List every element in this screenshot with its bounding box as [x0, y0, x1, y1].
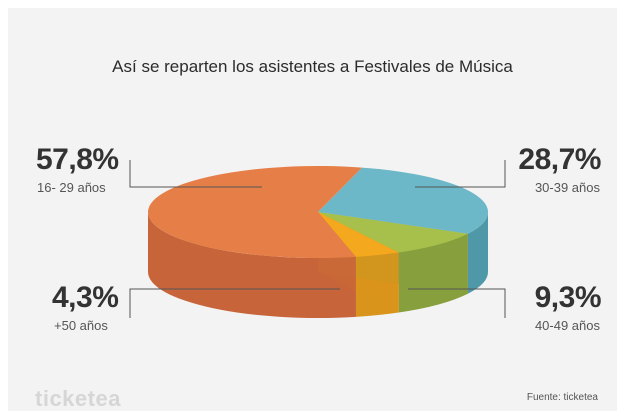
leader-30-39	[415, 160, 506, 188]
pie-slices	[147, 166, 489, 258]
ticketea-logo: ticketea	[35, 386, 121, 411]
pie-side-16-29-a-os	[148, 212, 356, 318]
source-note: Fuente: ticketea	[526, 392, 598, 403]
slice-label-50plus: +50 años	[54, 318, 108, 333]
slice-label-16-29: 16- 29 años	[37, 180, 106, 195]
slice-label-30-39: 30-39 años	[534, 180, 600, 195]
slice-value-50plus: 4,3%	[52, 281, 119, 314]
pie-side-30-39-a-os	[467, 212, 488, 294]
pie-slice-50-a-os	[318, 212, 399, 257]
slice-value-30-39: 28,7%	[518, 143, 601, 176]
leader-16-29	[129, 160, 262, 188]
leader-50plus	[129, 288, 340, 318]
pie-slice-30-39-a-os	[318, 167, 489, 234]
slice-value-40-49: 9,3%	[534, 281, 602, 314]
chart-title: Así se reparten los asistentes a Festiva…	[112, 57, 513, 76]
slice-label-40-49: 40-49 años	[534, 318, 600, 333]
leader-40-49	[408, 288, 506, 318]
slice-value-16-29: 57,8%	[36, 143, 119, 176]
pie-slice-40-49-a-os	[318, 212, 468, 253]
pie-slice-16-29-a-os	[147, 166, 362, 258]
leader-lines	[129, 160, 506, 318]
